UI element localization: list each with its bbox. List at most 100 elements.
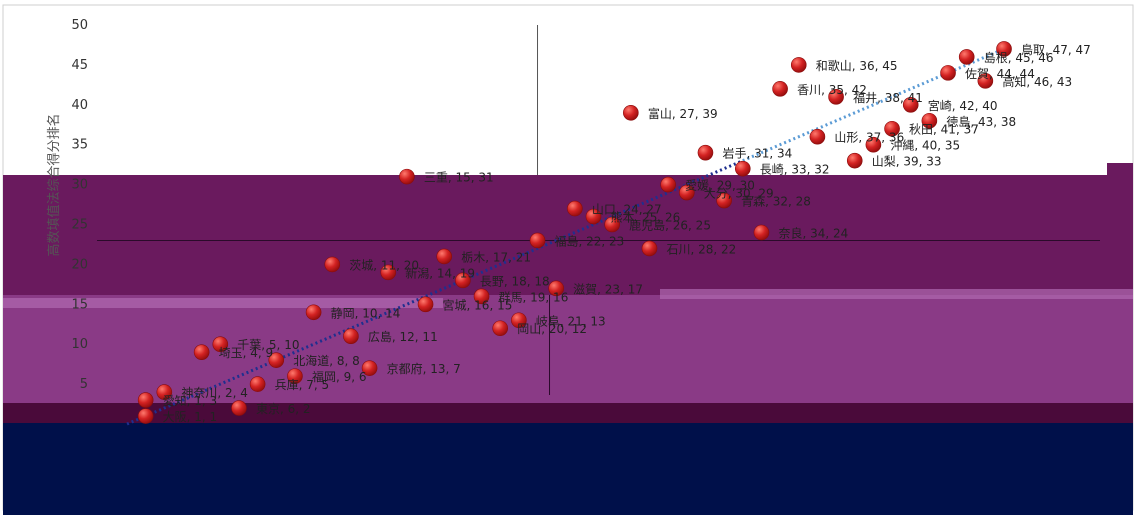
point-label: 新潟, 14, 19 bbox=[405, 265, 475, 280]
scatter-point bbox=[249, 376, 266, 392]
overlay-band-highlight-left bbox=[3, 298, 443, 308]
scatter-point bbox=[548, 280, 564, 297]
scatter-point bbox=[511, 312, 527, 329]
scatter-point bbox=[436, 248, 453, 265]
scatter-point bbox=[193, 344, 210, 360]
point-label: 兵庫, 7, 5 bbox=[275, 378, 330, 392]
point-label: 石川, 28, 22 bbox=[666, 242, 736, 256]
overlay-band-upper-notch bbox=[1107, 163, 1133, 177]
overlay-band-bottom bbox=[3, 423, 1133, 515]
overlay-bands bbox=[3, 163, 1133, 515]
y-axis-label: 高数填值法综合得分排名 bbox=[46, 113, 62, 256]
overlay-band-lower bbox=[3, 295, 1133, 403]
trendline-lower bbox=[126, 159, 744, 426]
point-label: 島根, 45, 46 bbox=[984, 50, 1054, 65]
y-tick-label: 15 bbox=[71, 297, 88, 312]
point-label: 山形, 37, 36 bbox=[834, 131, 904, 145]
point-label: 埼玉, 4, 9 bbox=[219, 346, 274, 360]
point-label: 滋賀, 23, 17 bbox=[573, 282, 643, 296]
scatter-point bbox=[399, 168, 415, 185]
scatter-point bbox=[567, 200, 583, 217]
y-tick-label: 45 bbox=[71, 58, 88, 73]
scatter-point bbox=[361, 360, 378, 376]
point-label: 岡山, 20, 12 bbox=[517, 322, 587, 336]
scatter-point bbox=[846, 152, 863, 169]
scatter-point bbox=[137, 392, 154, 408]
point-label: 大分, 30, 29 bbox=[704, 187, 774, 201]
point-label: 沖縄, 40, 35 bbox=[890, 138, 960, 153]
overlay-band-highlight-right bbox=[660, 289, 1133, 299]
scatter-point bbox=[343, 328, 359, 345]
y-tick-label: 10 bbox=[71, 337, 88, 352]
scatter-point bbox=[641, 240, 658, 257]
y-tick-label: 40 bbox=[71, 98, 88, 113]
scatter-point bbox=[380, 264, 397, 281]
y-tick-label: 20 bbox=[71, 257, 88, 272]
point-label: 栃木, 17, 21 bbox=[461, 250, 531, 264]
point-label: 群馬, 19, 16 bbox=[499, 290, 569, 304]
scatter-point bbox=[660, 176, 676, 193]
point-label: 愛知, 1, 3 bbox=[163, 394, 218, 408]
scatter-point bbox=[772, 81, 788, 97]
point-label: 愛媛, 29, 30 bbox=[685, 179, 755, 193]
point-label: 福岡, 9, 6 bbox=[312, 369, 367, 384]
scatter-point bbox=[156, 384, 173, 400]
point-label: 山梨, 39, 33 bbox=[872, 155, 942, 169]
scatter-point bbox=[287, 368, 303, 384]
y-tick-label: 30 bbox=[71, 178, 88, 193]
point-label: 青森, 32, 28 bbox=[741, 194, 811, 209]
scatter-point bbox=[678, 184, 695, 201]
scatter-point bbox=[828, 89, 844, 105]
scatter-point bbox=[324, 256, 341, 273]
y-axis-ticks: 5 10 15 20 25 30 35 40 45 50 bbox=[71, 18, 88, 392]
point-label: 奈良, 34, 24 bbox=[778, 225, 848, 240]
overlay-band-dark bbox=[3, 403, 1133, 423]
scatter-point bbox=[231, 400, 247, 416]
scatter-point bbox=[585, 208, 602, 225]
scatter-point bbox=[604, 216, 620, 233]
point-label: 鳥取, 47, 47 bbox=[1021, 42, 1091, 57]
scatter-point bbox=[529, 232, 546, 249]
point-label: 富山, 27, 39 bbox=[648, 106, 718, 121]
point-label: 和歌山, 36, 45 bbox=[816, 58, 898, 73]
scatter-point bbox=[884, 120, 900, 137]
scatter-point bbox=[809, 128, 826, 145]
point-label: 東京, 6, 2 bbox=[256, 402, 311, 416]
scatter-point bbox=[716, 192, 732, 209]
point-label: 広島, 12, 11 bbox=[368, 329, 438, 344]
point-label: 静岡, 10, 14 bbox=[331, 306, 401, 320]
y-tick-label: 50 bbox=[71, 18, 88, 33]
point-label: 香川, 35, 42 bbox=[797, 83, 867, 97]
trendline-upper bbox=[742, 47, 1005, 163]
point-label: 神奈川, 2, 4 bbox=[181, 386, 248, 400]
point-label: 秋田, 41, 37 bbox=[909, 123, 979, 137]
point-label: 三重, 15, 31 bbox=[424, 171, 494, 185]
point-label: 宮城, 16, 15 bbox=[443, 297, 513, 312]
scatter-point bbox=[455, 272, 471, 289]
scatter-point bbox=[697, 144, 714, 161]
point-label: 熊本, 25, 26 bbox=[611, 210, 681, 225]
scatter-point bbox=[305, 304, 322, 321]
scatter-point bbox=[921, 112, 938, 129]
scatter-point bbox=[734, 160, 751, 177]
point-label: 徳島, 43, 38 bbox=[946, 114, 1016, 129]
scatter-point bbox=[623, 104, 639, 121]
point-label: 長野, 18, 18 bbox=[480, 274, 550, 288]
point-label: 千葉, 5, 10 bbox=[237, 338, 299, 352]
point-label: 京都府, 13, 7 bbox=[387, 361, 461, 376]
scatter-point bbox=[940, 65, 956, 81]
point-label: 鹿児島, 26, 25 bbox=[629, 218, 711, 233]
overlay-band-upper bbox=[3, 175, 1133, 295]
point-label: 茨城, 11, 20 bbox=[349, 258, 419, 272]
y-tick-label: 5 bbox=[80, 377, 88, 392]
point-label: 長崎, 33, 32 bbox=[760, 163, 830, 177]
scatter-point bbox=[977, 73, 994, 89]
scatter-point bbox=[790, 57, 807, 73]
scatter-point bbox=[473, 288, 490, 305]
point-label: 岐阜, 21, 13 bbox=[536, 314, 606, 328]
data-points bbox=[137, 41, 1012, 424]
scatter-point bbox=[902, 97, 919, 113]
